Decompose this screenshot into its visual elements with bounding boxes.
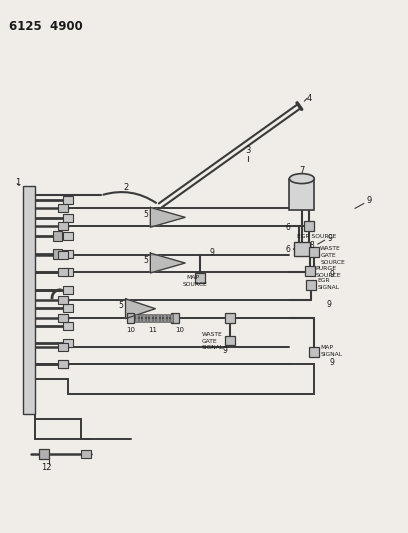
Text: 10: 10 (176, 327, 185, 333)
Text: MAP: MAP (186, 275, 199, 280)
Text: 2: 2 (123, 183, 128, 192)
Bar (58, 343, 68, 351)
Text: 9: 9 (330, 358, 335, 367)
Polygon shape (151, 207, 185, 227)
Text: 3: 3 (245, 146, 251, 155)
Text: 9: 9 (222, 346, 227, 355)
Bar (126, 313, 135, 322)
Bar (156, 314, 159, 321)
Bar (63, 340, 73, 348)
Text: SOURCE: SOURCE (316, 273, 341, 278)
Text: 10: 10 (126, 327, 135, 333)
Bar (63, 197, 73, 205)
Text: 8: 8 (309, 240, 314, 249)
Text: 11: 11 (148, 327, 157, 333)
Text: SIGNAL: SIGNAL (202, 345, 224, 351)
Text: 12: 12 (41, 463, 51, 472)
Bar (294, 242, 310, 256)
Bar (170, 314, 173, 321)
Bar (53, 249, 62, 259)
Text: 5: 5 (143, 255, 148, 264)
Bar (58, 222, 68, 230)
Bar (39, 449, 49, 459)
Bar (63, 250, 73, 258)
Bar (63, 268, 73, 276)
Bar (225, 313, 235, 322)
Text: PURGE: PURGE (316, 266, 337, 271)
Bar (63, 214, 73, 222)
Text: 9: 9 (327, 233, 332, 243)
Text: 6: 6 (286, 223, 290, 232)
Bar (163, 314, 166, 321)
Text: EGR SOURCE: EGR SOURCE (297, 234, 337, 239)
Text: 6: 6 (286, 245, 290, 254)
Bar (149, 314, 152, 321)
Bar (142, 314, 145, 321)
Bar (306, 280, 316, 290)
Bar (195, 273, 205, 283)
Bar (289, 179, 314, 211)
Bar (63, 321, 73, 329)
Bar (309, 348, 319, 358)
Bar (63, 286, 73, 294)
Text: SIGNAL: SIGNAL (320, 352, 342, 358)
Polygon shape (126, 299, 155, 319)
Text: 9: 9 (330, 270, 335, 279)
Bar (81, 450, 91, 458)
Bar (304, 221, 314, 231)
Bar (309, 247, 319, 257)
Text: 6125  4900: 6125 4900 (9, 20, 83, 33)
Bar (63, 232, 73, 240)
Bar (135, 314, 138, 321)
Bar (153, 314, 155, 321)
Bar (160, 314, 162, 321)
Bar (58, 360, 68, 368)
Text: 9: 9 (210, 248, 214, 256)
Polygon shape (151, 253, 185, 273)
Bar (171, 313, 179, 322)
Text: WASTE: WASTE (202, 332, 223, 336)
Text: SOURCE: SOURCE (320, 260, 345, 265)
Bar (53, 231, 62, 241)
Bar (167, 314, 169, 321)
Bar (58, 205, 68, 212)
Text: 5: 5 (143, 210, 148, 219)
Text: WASTE: WASTE (320, 246, 341, 251)
Bar (139, 314, 142, 321)
Bar (58, 268, 68, 276)
Text: 7: 7 (299, 166, 304, 175)
Bar (225, 336, 235, 345)
Bar (305, 266, 315, 276)
Bar (23, 185, 35, 414)
Text: 9: 9 (366, 196, 372, 205)
Text: GATE: GATE (202, 338, 217, 343)
Text: 4: 4 (307, 94, 312, 103)
Bar (58, 314, 68, 321)
Text: 5: 5 (118, 301, 123, 310)
Bar (58, 296, 68, 304)
Text: MAP: MAP (320, 345, 333, 351)
Ellipse shape (289, 174, 314, 183)
Bar (58, 360, 68, 368)
Text: 1: 1 (15, 178, 20, 187)
Bar (58, 251, 68, 259)
Text: EGR: EGR (317, 278, 330, 283)
Bar (63, 304, 73, 312)
Text: SOURCE: SOURCE (182, 282, 207, 287)
Text: SIGNAL: SIGNAL (317, 285, 339, 290)
Text: 9: 9 (327, 300, 332, 309)
Bar (146, 314, 149, 321)
Text: GATE: GATE (320, 253, 336, 258)
